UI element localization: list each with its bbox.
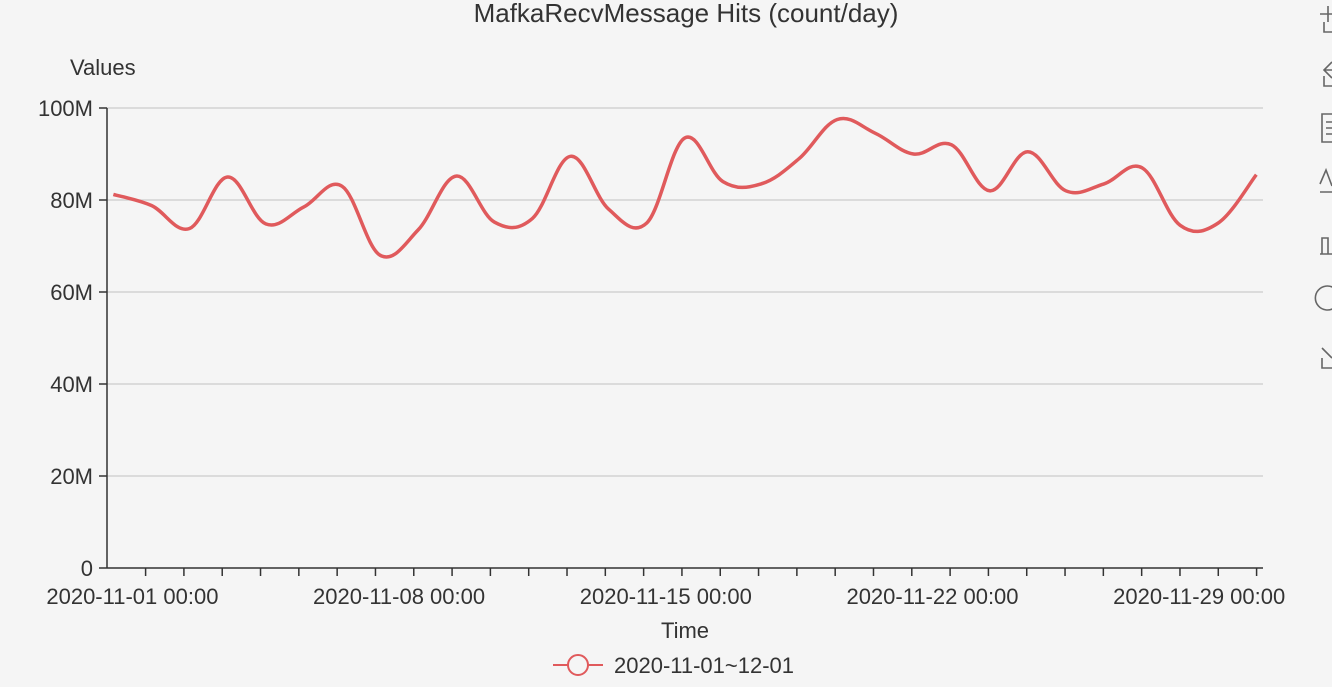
line-chart-glyph — [1319, 167, 1332, 193]
zoom-icon[interactable] — [1320, 6, 1332, 33]
x-axis-label: Time — [661, 618, 709, 643]
zoom-reset-glyph — [1322, 61, 1332, 87]
restore-icon[interactable] — [1314, 285, 1332, 311]
y-axis-label: Values — [70, 55, 136, 80]
toolbox[interactable] — [1314, 6, 1332, 369]
x-tick-label: 2020-11-01 00:00 — [46, 584, 218, 609]
y-tick-label: 100M — [38, 96, 93, 121]
y-tick-label: 60M — [50, 280, 93, 305]
data-view-glyph — [1321, 113, 1332, 143]
line-chart-icon[interactable] — [1319, 167, 1332, 193]
grid — [107, 107, 1263, 477]
bar-chart-icon[interactable] — [1320, 237, 1332, 255]
zoom-reset-icon[interactable] — [1322, 61, 1332, 87]
x-tick-label: 2020-11-29 00:00 — [1113, 584, 1285, 609]
restore-glyph — [1314, 285, 1332, 311]
bar-chart-glyph — [1320, 237, 1332, 255]
y-tick-label: 80M — [50, 188, 93, 213]
y-tick-label: 40M — [50, 372, 93, 397]
legend-marker — [567, 654, 589, 676]
x-tick-label: 2020-11-15 00:00 — [580, 584, 752, 609]
chart-title: MafkaRecvMessage Hits (count/day) — [474, 0, 899, 28]
legend[interactable]: 2020-11-01~12-01 — [553, 653, 794, 678]
x-tick-label: 2020-11-22 00:00 — [846, 584, 1018, 609]
x-tick-label: 2020-11-08 00:00 — [313, 584, 485, 609]
series-line — [112, 116, 1258, 259]
zoom-glyph — [1320, 6, 1332, 33]
legend-label: 2020-11-01~12-01 — [614, 653, 794, 678]
axes: 0 20M 40M 60M 80M 100M 2020-11-01 00:00 2020-11… — [38, 96, 1285, 609]
y-tick-label: 0 — [81, 556, 93, 581]
download-glyph — [1321, 347, 1332, 369]
download-icon[interactable] — [1321, 347, 1332, 369]
data-view-icon[interactable] — [1321, 113, 1332, 143]
y-tick-label: 20M — [50, 464, 93, 489]
series-layer — [112, 116, 1258, 259]
